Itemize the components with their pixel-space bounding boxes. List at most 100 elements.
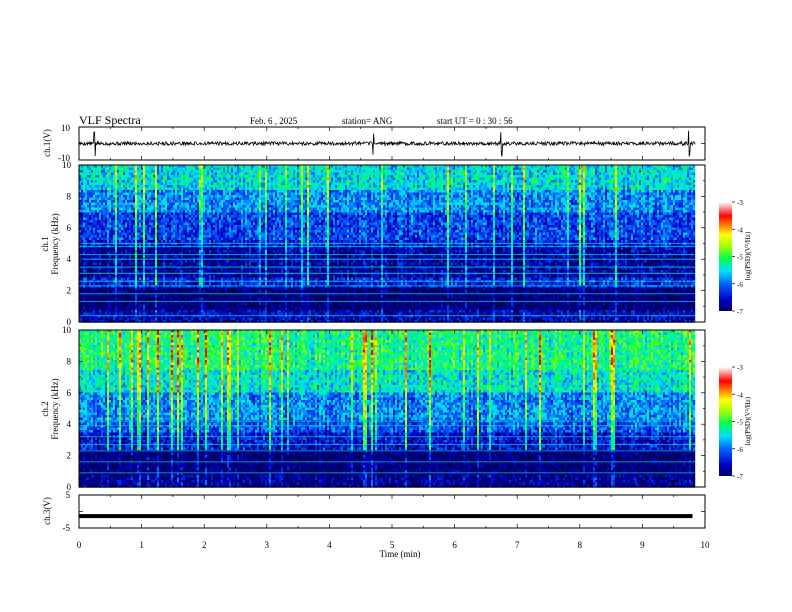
spectrogram-cell: [367, 168, 369, 171]
spectrogram-cell: [557, 178, 559, 181]
spectrogram-cell: [547, 193, 549, 196]
spectrogram-cell: [423, 173, 425, 176]
spectrogram-cell: [567, 175, 569, 178]
spectrogram-cell: [463, 185, 465, 188]
spectrogram-cell: [591, 178, 593, 181]
spectrogram-cell: [587, 180, 589, 183]
spectrogram-cell: [267, 185, 269, 188]
spectrogram-cell: [315, 193, 317, 196]
spectrogram-cell: [481, 180, 483, 183]
spectrogram-cell: [317, 193, 319, 196]
spectrogram-cell: [527, 168, 529, 171]
spectrogram-cell: [449, 175, 451, 178]
spectrogram-cell: [407, 188, 409, 191]
spectrogram-cell: [87, 168, 89, 171]
spectrogram-cell: [533, 170, 535, 173]
spectrogram-cell: [625, 180, 627, 183]
spectrogram-cell: [91, 180, 93, 183]
spectrogram-cell: [473, 175, 475, 178]
spectrogram-cell: [121, 188, 123, 191]
spectrogram-cell: [211, 178, 213, 181]
spectrogram-cell: [183, 193, 185, 196]
spectrogram-cell: [679, 173, 681, 176]
spectrogram-cell: [271, 193, 273, 196]
spectrogram-cell: [413, 193, 415, 196]
spectrogram-cell: [419, 178, 421, 181]
spectrogram-cell: [135, 170, 137, 173]
spectrogram-cell: [537, 193, 539, 196]
spectrogram-cell: [113, 188, 115, 191]
spectrogram-cell: [343, 168, 345, 171]
spectrogram-cell: [643, 180, 645, 183]
spectrogram-cell: [693, 185, 695, 188]
spectrogram-cell: [189, 170, 191, 173]
spectrogram-cell: [197, 170, 199, 173]
spectrogram-cell: [589, 180, 591, 183]
spectrogram-cell: [119, 185, 121, 188]
spectrogram-cell: [437, 188, 439, 191]
spectrogram-cell: [531, 168, 533, 171]
spectrogram-cell: [651, 175, 653, 178]
spectrogram-cell: [625, 173, 627, 176]
spectrogram-cell: [107, 178, 109, 181]
spectrogram-cell: [133, 185, 135, 188]
spectrogram-cell: [309, 180, 311, 183]
spectrogram-cell: [117, 188, 119, 191]
spectrogram-cell: [551, 190, 553, 193]
spectrogram-cell: [271, 168, 273, 171]
spectrogram-cell: [483, 185, 485, 188]
spectrogram-cell: [381, 173, 383, 176]
spectrogram-cell: [171, 190, 173, 193]
spectrogram-cell: [513, 180, 515, 183]
spectrogram-cell: [563, 168, 565, 171]
spectrogram-cell: [383, 190, 385, 193]
spectrogram-cell: [439, 168, 441, 171]
spectrogram-cell: [441, 185, 443, 188]
spectrogram-cell: [245, 190, 247, 193]
spectrogram-cell: [313, 178, 315, 181]
spectrogram-cell: [247, 175, 249, 178]
spectrogram-cell: [231, 185, 233, 188]
spectrogram-cell: [217, 193, 219, 196]
spectrogram-cell: [345, 190, 347, 193]
spectrogram-cell: [213, 173, 215, 176]
spectrogram-cell: [365, 175, 367, 178]
spectrogram-cell: [353, 190, 355, 193]
spectrogram-cell: [635, 183, 637, 186]
spectrogram-cell: [287, 190, 289, 193]
spectrogram-cell: [365, 178, 367, 181]
spectrogram-cell: [267, 168, 269, 171]
spectrogram-cell: [649, 180, 651, 183]
spectrogram-cell: [321, 193, 323, 196]
spectrogram-cell: [131, 185, 133, 188]
spectrogram-cell: [295, 170, 297, 173]
spectrogram-cell: [491, 183, 493, 186]
spectrogram-cell: [103, 178, 105, 181]
spectrogram-cell: [579, 178, 581, 181]
spectrogram-cell: [687, 170, 689, 173]
spectrogram-cell: [413, 168, 415, 171]
spectrogram-cell: [587, 173, 589, 176]
spectrogram-cell: [99, 178, 101, 181]
spectrogram-cell: [429, 180, 431, 183]
spectrogram-cell: [157, 188, 159, 191]
spectrogram-cell: [375, 193, 377, 196]
spectrogram-cell: [679, 188, 681, 191]
spectrogram-cell: [417, 173, 419, 176]
spectrogram-cell: [671, 190, 673, 193]
spectrogram-cell: [235, 168, 237, 171]
spectrogram-cell: [379, 178, 381, 181]
spectrogram-cell: [507, 170, 509, 173]
spectrogram-cell: [415, 180, 417, 183]
spectrogram-cell: [519, 173, 521, 176]
spectrogram-cell: [165, 173, 167, 176]
spectrogram-cell: [635, 168, 637, 171]
spectrogram-cell: [581, 178, 583, 181]
spectrogram-cell: [149, 178, 151, 181]
spectrogram-cell: [133, 193, 135, 196]
spectrogram-cell: [647, 170, 649, 173]
spectrogram-cell: [219, 188, 221, 191]
spectrogram-cell: [399, 178, 401, 181]
spectrogram-cell: [305, 193, 307, 196]
spectrogram-cell: [585, 170, 587, 173]
